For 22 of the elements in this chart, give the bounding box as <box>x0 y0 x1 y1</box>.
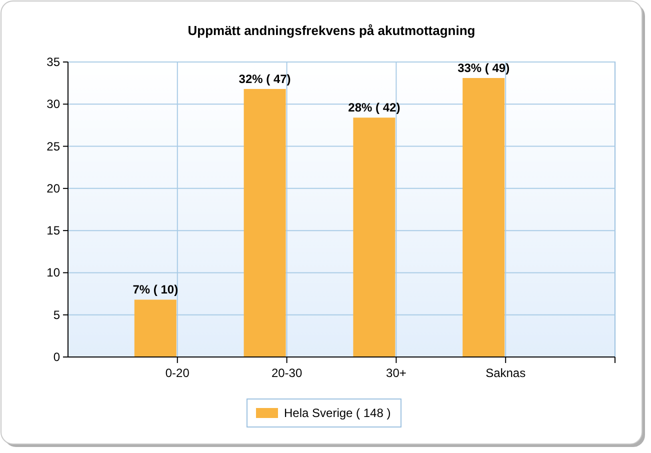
data-label: 28% ( 42) <box>348 100 400 115</box>
y-tick-label: 0 <box>53 350 60 364</box>
y-tick-label: 5 <box>53 308 60 322</box>
data-label: 32% ( 47) <box>238 72 291 86</box>
y-tick-label: 35 <box>46 55 60 69</box>
data-label: 33% ( 49) <box>458 61 510 76</box>
legend-label: Hela Sverige ( 148 ) <box>284 406 391 420</box>
x-tick-label: Saknas <box>486 366 526 380</box>
bar <box>353 118 396 357</box>
bar <box>244 88 286 357</box>
x-tick-label: 30+ <box>386 366 406 380</box>
y-tick-label: 20 <box>46 181 60 196</box>
y-tick-label: 25 <box>46 139 60 154</box>
y-tick-label: 30 <box>46 97 60 112</box>
y-tick-label: 10 <box>46 266 60 280</box>
y-tick-label: 15 <box>46 224 60 238</box>
x-tick-label: 0-20 <box>165 366 190 380</box>
bar <box>462 78 505 357</box>
bar <box>134 300 176 357</box>
x-tick-label: 20-30 <box>271 366 302 380</box>
data-label: 7% ( 10) <box>132 282 178 297</box>
chart-title: Uppmätt andningsfrekvens på akutmottagning <box>188 23 476 38</box>
